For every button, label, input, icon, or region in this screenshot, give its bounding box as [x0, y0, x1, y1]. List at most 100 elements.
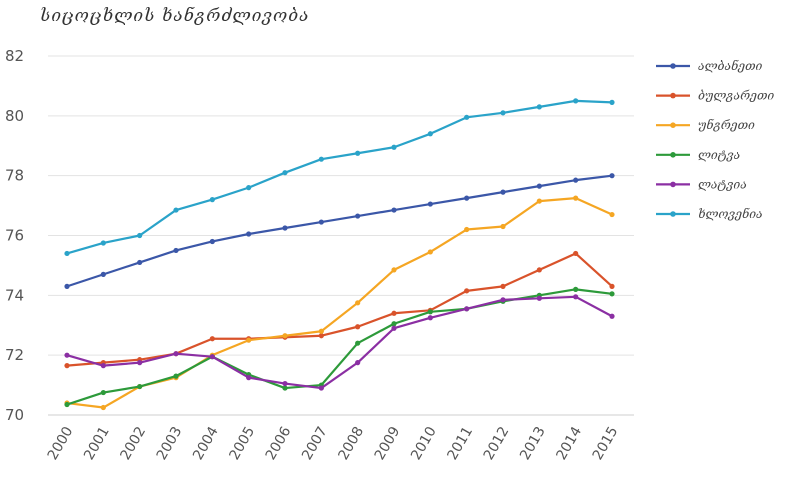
data-point [282, 225, 288, 231]
data-point [318, 219, 324, 225]
data-point [391, 207, 397, 213]
data-point [609, 173, 615, 179]
data-point [427, 249, 433, 255]
legend-marker [670, 152, 676, 158]
x-tick-label: 2012 [481, 424, 513, 463]
legend-item: ხლოვენია [656, 206, 763, 221]
data-point [427, 315, 433, 321]
data-point [464, 306, 470, 312]
data-point [573, 195, 579, 201]
legend-marker [670, 92, 676, 99]
data-point [573, 286, 579, 292]
data-point [318, 385, 324, 391]
legend-marker [670, 181, 676, 188]
data-point [573, 98, 579, 104]
series-უნგრეთი [64, 195, 615, 411]
data-point [246, 231, 252, 237]
legend-item: ლატვია [656, 177, 747, 191]
data-point [282, 333, 288, 339]
y-tick-label: 72 [5, 346, 24, 364]
legend-item: ლიტვა [656, 148, 740, 162]
x-tick-label: 2011 [444, 424, 476, 463]
x-tick-label: 2001 [81, 424, 113, 463]
data-point [391, 325, 397, 331]
data-point [100, 389, 106, 396]
data-point [573, 250, 579, 257]
legend: ალბანეთი ბულგარეთი უნგრეთი ლიტვა ლატვია ხლოვე… [656, 58, 774, 221]
x-tick-label: 2008 [335, 424, 367, 463]
data-point [173, 373, 179, 379]
data-point [355, 324, 361, 330]
x-tick-label: 2006 [263, 424, 295, 463]
data-point [64, 363, 70, 369]
x-tick-label: 2014 [553, 424, 585, 463]
data-point [500, 189, 506, 195]
x-axis-ticks: 2000 2001 2002 2003 2004 2005 2006 2007 2008 2009… [45, 424, 622, 463]
x-tick-label: 2009 [372, 424, 404, 463]
data-point [609, 211, 615, 218]
data-point [246, 337, 252, 343]
data-point [137, 232, 143, 239]
data-point [609, 283, 615, 289]
data-point [609, 99, 615, 105]
data-point [500, 283, 506, 289]
data-point [536, 104, 542, 110]
data-point [209, 238, 215, 245]
x-tick-label: 2007 [299, 424, 331, 463]
data-point [355, 360, 361, 366]
data-point [100, 404, 106, 411]
data-point [391, 321, 397, 327]
data-point [464, 226, 470, 233]
data-point [573, 294, 579, 300]
series-ხლოვენია [64, 98, 615, 257]
data-point [391, 267, 397, 273]
legend-marker [670, 211, 676, 217]
data-point [64, 352, 70, 358]
series-line [66, 295, 613, 390]
data-point [573, 177, 579, 183]
legend-item: ბულგარეთი [656, 89, 774, 103]
data-point [282, 385, 288, 391]
data-point [500, 223, 506, 230]
data-point [427, 309, 433, 315]
legend-item: ალბანეთი [656, 58, 763, 73]
data-point [427, 201, 433, 207]
data-point [137, 360, 143, 366]
y-tick-label: 74 [5, 286, 24, 304]
x-tick-label: 2010 [408, 424, 440, 463]
data-point [609, 313, 615, 319]
series-line [66, 174, 613, 288]
legend-label: უნგრეთი [698, 117, 755, 132]
data-point [391, 310, 397, 316]
legend-label: ალბანეთი [698, 58, 763, 73]
y-tick-label: 78 [5, 167, 24, 185]
data-point [173, 351, 179, 357]
series-lines [64, 98, 615, 411]
x-tick-label: 2004 [190, 424, 222, 463]
series-line [66, 99, 613, 255]
data-point [137, 383, 143, 390]
data-point [355, 213, 361, 219]
data-point [500, 110, 506, 116]
x-tick-label: 2015 [590, 424, 622, 463]
data-point [100, 240, 106, 246]
data-point [173, 247, 179, 254]
data-point [318, 328, 324, 334]
chart-title: სიცოცხლის ხანგრძლივობა [40, 6, 310, 26]
legend-label: ლატვია [698, 177, 747, 191]
data-point [464, 195, 470, 201]
series-ალბანეთი [64, 173, 615, 289]
data-point [609, 291, 615, 297]
data-point [318, 333, 324, 339]
data-point [536, 267, 542, 273]
data-point [536, 183, 542, 189]
y-tick-label: 80 [5, 107, 24, 125]
data-point [536, 198, 542, 204]
data-point [318, 156, 324, 162]
data-point [464, 288, 470, 294]
y-tick-label: 76 [5, 227, 24, 245]
data-point [500, 297, 506, 303]
series-line [66, 288, 613, 406]
y-tick-label: 70 [5, 406, 24, 424]
